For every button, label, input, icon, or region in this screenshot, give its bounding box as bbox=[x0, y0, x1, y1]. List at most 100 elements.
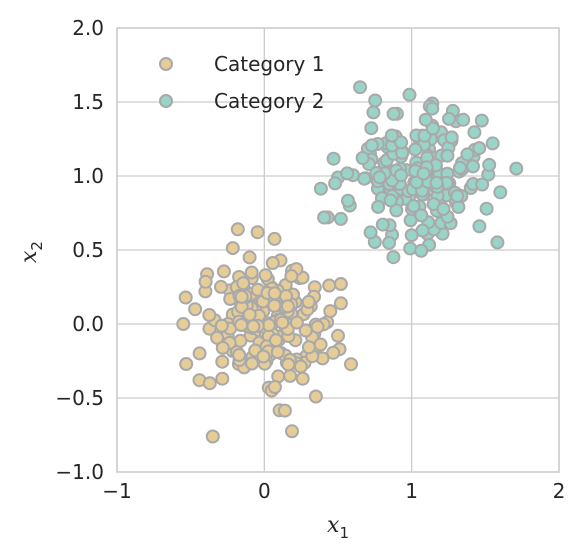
data-point-category-2 bbox=[415, 223, 430, 238]
data-point-category-1 bbox=[280, 299, 295, 314]
data-point-category-2 bbox=[383, 193, 398, 208]
data-point-category-1 bbox=[202, 376, 217, 391]
x-tick-label: 2 bbox=[553, 479, 566, 503]
x-tick-labels: −1 0 1 2 bbox=[102, 479, 565, 503]
x-tick-label: −1 bbox=[102, 479, 131, 503]
data-point-category-2 bbox=[341, 193, 355, 208]
data-point-category-1 bbox=[295, 371, 310, 386]
data-point-category-1 bbox=[313, 337, 328, 352]
data-point-category-1 bbox=[245, 356, 259, 371]
data-point-category-1 bbox=[205, 429, 220, 444]
data-point-category-1 bbox=[198, 274, 213, 289]
data-point-category-1 bbox=[265, 256, 280, 270]
data-point-category-1 bbox=[178, 290, 193, 305]
y-axis-label-main: x bbox=[17, 250, 42, 263]
data-point-category-2 bbox=[414, 208, 429, 223]
data-point-category-2 bbox=[442, 111, 456, 126]
data-points bbox=[176, 80, 524, 444]
data-point-category-1 bbox=[258, 268, 273, 283]
data-point-category-1 bbox=[214, 318, 229, 333]
data-point-category-2 bbox=[353, 80, 368, 95]
legend-label-category-1: Category 1 bbox=[214, 52, 324, 76]
data-point-category-1 bbox=[176, 317, 191, 331]
y-tick-label: −0.5 bbox=[55, 386, 104, 410]
data-point-category-2 bbox=[472, 219, 487, 234]
data-point-category-1 bbox=[215, 371, 230, 386]
y-axis-label-subscript: 2 bbox=[28, 241, 46, 251]
data-point-category-2 bbox=[474, 113, 489, 128]
y-tick-label: 2.0 bbox=[72, 16, 104, 40]
y-tick-label: 0.5 bbox=[72, 238, 104, 262]
data-point-category-2 bbox=[436, 202, 451, 216]
legend-label-category-2: Category 2 bbox=[214, 89, 324, 113]
data-point-category-2 bbox=[425, 121, 440, 136]
data-point-category-1 bbox=[250, 225, 265, 240]
data-point-category-2 bbox=[429, 175, 444, 190]
data-point-category-1 bbox=[179, 357, 194, 371]
data-point-category-2 bbox=[333, 211, 348, 226]
data-point-category-2 bbox=[357, 171, 372, 186]
data-point-category-1 bbox=[234, 289, 249, 304]
x-axis-label-subscript: 1 bbox=[339, 524, 349, 542]
data-point-category-2 bbox=[482, 157, 497, 172]
data-point-category-2 bbox=[475, 177, 490, 192]
data-point-category-1 bbox=[333, 277, 348, 291]
data-point-category-1 bbox=[216, 264, 231, 279]
data-point-category-1 bbox=[244, 265, 259, 280]
data-point-category-2 bbox=[355, 151, 370, 165]
data-point-category-1 bbox=[301, 340, 316, 355]
data-point-category-1 bbox=[275, 315, 290, 330]
data-point-category-1 bbox=[236, 276, 251, 291]
data-point-category-2 bbox=[384, 128, 399, 143]
data-point-category-2 bbox=[386, 250, 401, 265]
y-axis-label: x2 bbox=[17, 241, 46, 263]
data-point-category-2 bbox=[406, 199, 421, 214]
legend-marker-category-1 bbox=[159, 57, 173, 71]
data-point-category-2 bbox=[466, 159, 480, 174]
data-point-category-2 bbox=[416, 166, 431, 181]
data-point-category-1 bbox=[210, 330, 225, 345]
data-point-category-1 bbox=[301, 294, 316, 309]
legend-marker-category-2 bbox=[159, 94, 173, 108]
data-point-category-2 bbox=[386, 106, 401, 121]
data-point-category-2 bbox=[382, 235, 397, 250]
x-tick-label: 0 bbox=[258, 479, 271, 503]
data-point-category-1 bbox=[267, 231, 282, 246]
data-point-category-2 bbox=[414, 243, 429, 258]
data-point-category-2 bbox=[472, 141, 487, 156]
data-point-category-1 bbox=[230, 222, 245, 237]
data-point-category-1 bbox=[284, 269, 299, 284]
data-point-category-1 bbox=[242, 307, 257, 322]
data-point-category-2 bbox=[493, 185, 508, 200]
data-point-category-2 bbox=[364, 121, 379, 136]
y-tick-labels: −1.0 −0.5 0.0 0.5 1.0 1.5 2.0 bbox=[55, 16, 104, 484]
data-point-category-1 bbox=[267, 380, 282, 394]
data-point-category-1 bbox=[192, 346, 207, 361]
data-point-category-1 bbox=[298, 323, 313, 338]
data-point-category-1 bbox=[232, 348, 247, 362]
data-point-category-1 bbox=[202, 308, 217, 322]
data-point-category-1 bbox=[344, 357, 358, 372]
data-point-category-2 bbox=[394, 168, 408, 183]
data-point-category-2 bbox=[490, 235, 505, 250]
data-point-category-2 bbox=[479, 201, 494, 216]
y-tick-label: 1.5 bbox=[72, 90, 104, 114]
data-point-category-1 bbox=[289, 315, 304, 330]
data-point-category-2 bbox=[313, 181, 328, 196]
data-point-category-1 bbox=[277, 403, 292, 418]
data-point-category-1 bbox=[215, 354, 230, 369]
plot-frame bbox=[116, 27, 560, 473]
data-point-category-2 bbox=[371, 199, 386, 214]
data-point-category-2 bbox=[425, 101, 440, 116]
y-tick-label: 0.0 bbox=[72, 312, 104, 336]
data-point-category-1 bbox=[267, 298, 282, 313]
data-point-category-1 bbox=[215, 340, 230, 355]
data-point-category-2 bbox=[456, 112, 471, 127]
data-point-category-2 bbox=[363, 225, 378, 240]
data-point-category-2 bbox=[368, 93, 383, 108]
x-axis-label: x1 bbox=[327, 513, 349, 542]
data-point-category-1 bbox=[269, 333, 283, 348]
data-point-category-1 bbox=[214, 279, 228, 294]
data-point-category-2 bbox=[460, 147, 475, 162]
data-point-category-2 bbox=[375, 217, 390, 232]
